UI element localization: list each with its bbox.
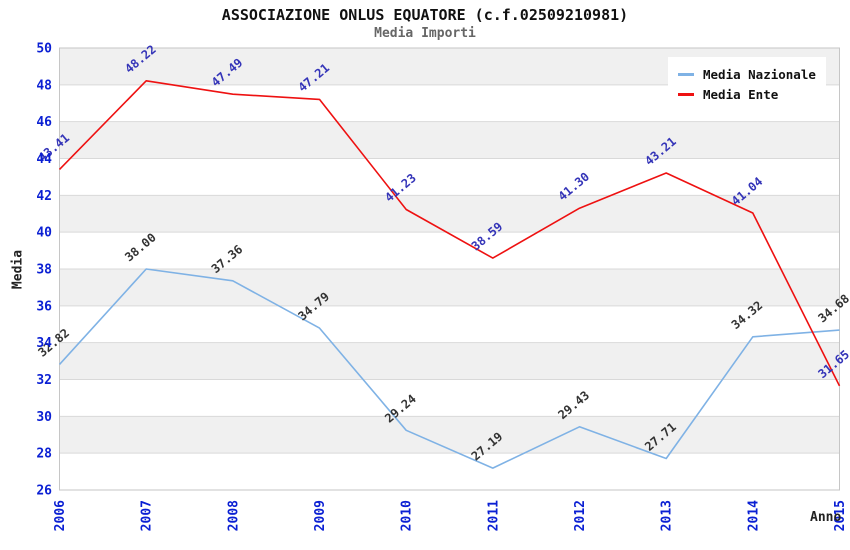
x-tick-label: 2014 [746, 500, 761, 531]
x-tick-label: 2013 [660, 500, 675, 531]
y-tick-label: 50 [36, 42, 52, 57]
x-tick-label: 2006 [53, 500, 68, 531]
y-tick-label: 34 [36, 336, 52, 351]
x-tick-label: 2012 [573, 500, 588, 531]
plot-border [59, 47, 840, 491]
y-tick-label: 44 [36, 152, 52, 167]
legend-label: Media Nazionale [703, 66, 816, 82]
x-axis-title: Anno [810, 510, 842, 525]
chart-subtitle: Media Importi [374, 26, 476, 41]
plot-band [59, 121, 840, 159]
x-tick-label: 2009 [313, 500, 328, 531]
legend-label: Media Ente [703, 86, 779, 102]
plot-band [59, 269, 840, 306]
x-tick-label: 2011 [486, 500, 501, 531]
x-tick-label: 2008 [226, 500, 241, 531]
y-tick-label: 42 [36, 189, 52, 204]
legend-swatch-media-ente [678, 92, 694, 96]
legend-item-media-nazionale: Media Nazionale [678, 64, 816, 84]
series-line-media-nazionale [58, 268, 840, 469]
plot-band [59, 232, 840, 269]
legend-swatch-media-nazionale [678, 72, 694, 76]
plot-band [59, 195, 840, 233]
plot-band [59, 158, 840, 196]
y-tick-label: 28 [36, 447, 52, 462]
y-tick-label: 32 [36, 373, 52, 388]
y-tick-label: 38 [36, 263, 52, 278]
legend: Media Nazionale Media Ente [668, 57, 826, 111]
plot-band [59, 342, 840, 380]
plot-band [59, 416, 840, 454]
series-line-media-ente [58, 80, 841, 387]
chart-title: ASSOCIAZIONE ONLUS EQUATORE (c.f.0250921… [221, 6, 629, 24]
x-tick-label: 2015 [833, 500, 848, 531]
legend-item-media-ente: Media Ente [678, 84, 816, 104]
y-tick-label: 46 [36, 115, 52, 130]
y-tick-label: 26 [36, 484, 52, 499]
y-axis-title: Media [10, 249, 26, 290]
plot-band [59, 379, 840, 417]
y-tick-label: 36 [36, 299, 52, 314]
plot-band [59, 305, 840, 343]
x-tick-label: 2007 [140, 500, 155, 531]
x-tick-label: 2010 [400, 500, 415, 531]
y-tick-label: 30 [36, 410, 52, 425]
plot-band [59, 453, 840, 490]
y-tick-label: 48 [36, 78, 52, 93]
y-tick-label: 40 [36, 226, 52, 241]
